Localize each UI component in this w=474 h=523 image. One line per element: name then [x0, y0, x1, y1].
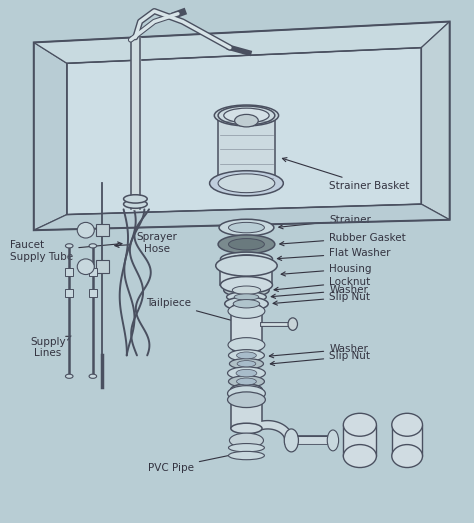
Ellipse shape: [216, 255, 277, 276]
Ellipse shape: [124, 200, 147, 208]
Text: Washer: Washer: [269, 344, 368, 358]
Bar: [89, 268, 97, 276]
Ellipse shape: [89, 244, 97, 248]
Text: Sprayer
Hose: Sprayer Hose: [115, 232, 177, 254]
Ellipse shape: [327, 430, 338, 451]
Ellipse shape: [228, 367, 265, 379]
Ellipse shape: [228, 392, 265, 407]
Text: PVC Pipe: PVC Pipe: [148, 450, 247, 473]
Polygon shape: [34, 204, 450, 230]
Ellipse shape: [228, 451, 264, 460]
Ellipse shape: [392, 413, 422, 436]
Ellipse shape: [220, 277, 273, 293]
Ellipse shape: [219, 219, 274, 236]
Text: Flat Washer: Flat Washer: [277, 248, 391, 260]
Text: Slip Nut: Slip Nut: [273, 292, 370, 305]
Ellipse shape: [218, 235, 275, 254]
Ellipse shape: [224, 108, 269, 123]
Polygon shape: [67, 48, 421, 214]
Ellipse shape: [214, 105, 279, 126]
Text: Faucet
Supply Tube: Faucet Supply Tube: [10, 240, 122, 262]
Ellipse shape: [228, 385, 265, 401]
Ellipse shape: [224, 283, 269, 297]
Ellipse shape: [237, 360, 256, 367]
Ellipse shape: [77, 222, 94, 238]
Text: Washer: Washer: [271, 285, 368, 298]
Text: Strainer Basket: Strainer Basket: [283, 157, 410, 191]
Ellipse shape: [225, 297, 268, 311]
Text: Slip Nut: Slip Nut: [270, 351, 370, 366]
Text: Locknut: Locknut: [274, 277, 370, 291]
Ellipse shape: [228, 350, 264, 361]
Ellipse shape: [228, 338, 265, 353]
Bar: [343, 425, 376, 456]
Bar: [96, 224, 109, 236]
Polygon shape: [34, 21, 450, 63]
Ellipse shape: [228, 376, 264, 387]
Ellipse shape: [233, 300, 260, 308]
Ellipse shape: [77, 259, 94, 275]
Ellipse shape: [234, 294, 259, 300]
Text: Tailpiece: Tailpiece: [146, 298, 261, 329]
Bar: [65, 289, 73, 297]
Bar: [96, 260, 109, 273]
Ellipse shape: [232, 286, 261, 294]
Ellipse shape: [343, 445, 376, 468]
Ellipse shape: [237, 378, 256, 385]
Ellipse shape: [220, 257, 273, 274]
Ellipse shape: [229, 359, 264, 369]
Ellipse shape: [230, 255, 263, 263]
Ellipse shape: [89, 374, 97, 378]
Ellipse shape: [228, 222, 264, 233]
Ellipse shape: [231, 343, 262, 353]
Ellipse shape: [218, 174, 275, 192]
Bar: [89, 289, 97, 297]
Bar: [65, 268, 73, 276]
Bar: [231, 309, 262, 348]
Polygon shape: [421, 21, 450, 220]
Ellipse shape: [65, 244, 73, 248]
Polygon shape: [34, 42, 67, 230]
Ellipse shape: [237, 352, 256, 359]
Ellipse shape: [228, 304, 265, 319]
Ellipse shape: [284, 429, 299, 452]
Ellipse shape: [236, 369, 257, 377]
Ellipse shape: [288, 318, 298, 331]
Ellipse shape: [218, 174, 275, 192]
Bar: [218, 116, 275, 183]
Ellipse shape: [229, 433, 264, 448]
Ellipse shape: [231, 423, 262, 434]
Text: Housing: Housing: [281, 264, 372, 276]
Ellipse shape: [392, 445, 422, 468]
Ellipse shape: [220, 252, 273, 266]
Ellipse shape: [218, 106, 275, 125]
Ellipse shape: [65, 374, 73, 378]
Ellipse shape: [228, 444, 264, 452]
Bar: [392, 425, 422, 456]
Ellipse shape: [231, 303, 262, 314]
Bar: [231, 389, 262, 428]
Bar: [220, 266, 273, 285]
Ellipse shape: [227, 292, 266, 302]
Ellipse shape: [124, 195, 147, 203]
Ellipse shape: [231, 384, 262, 394]
Ellipse shape: [235, 115, 258, 127]
Text: Rubber Gasket: Rubber Gasket: [280, 233, 406, 246]
Text: Supply
Lines: Supply Lines: [30, 336, 71, 358]
Ellipse shape: [343, 413, 376, 436]
Text: Strainer: Strainer: [279, 215, 371, 229]
Ellipse shape: [210, 170, 283, 196]
Ellipse shape: [228, 238, 264, 250]
